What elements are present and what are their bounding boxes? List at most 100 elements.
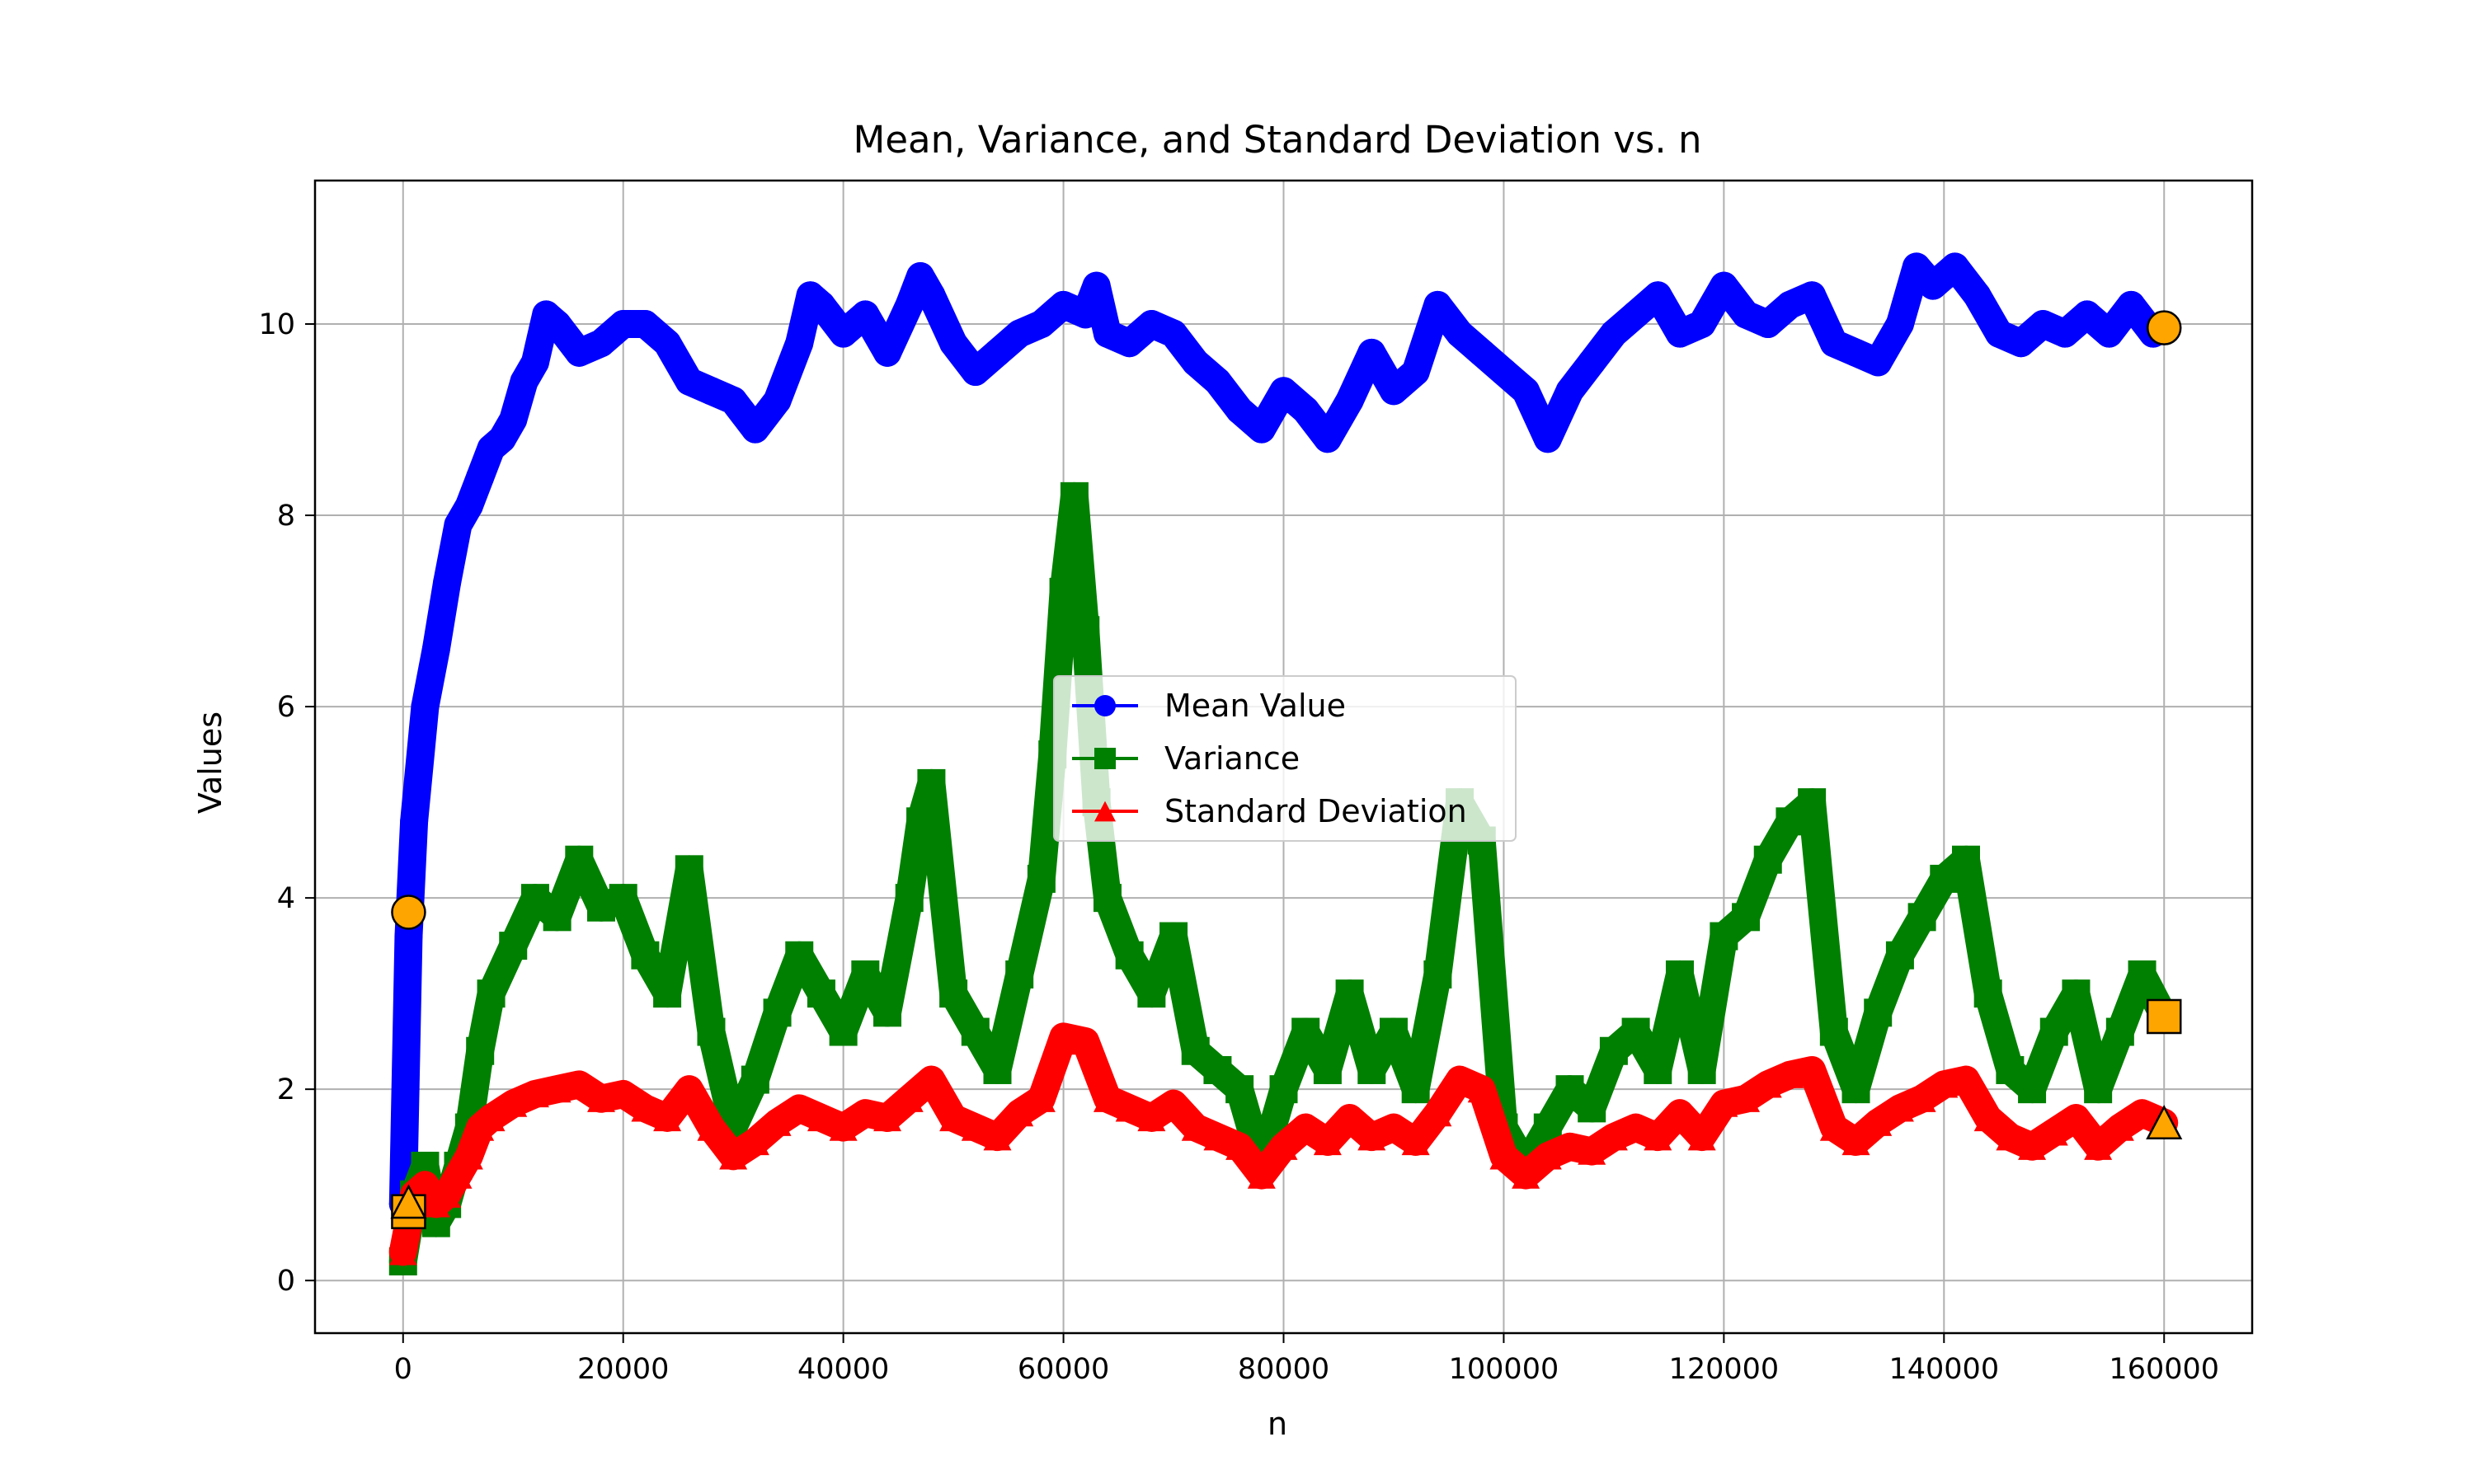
- data-point: [1203, 1124, 1232, 1151]
- data-point: [961, 358, 990, 387]
- data-point: [1071, 300, 1100, 329]
- data-point: [1423, 960, 1452, 989]
- data-point: [1115, 941, 1144, 970]
- data-point: [1907, 903, 1936, 932]
- data-point: [444, 1162, 473, 1189]
- y-tick-label: 4: [277, 882, 295, 915]
- data-point: [1864, 348, 1893, 377]
- data-point: [2051, 319, 2080, 348]
- data-point: [1159, 319, 1188, 348]
- data-point: [653, 1104, 682, 1132]
- data-point: [1885, 310, 1914, 339]
- x-tick-label: 20000: [577, 1353, 669, 1386]
- data-point: [1864, 998, 1893, 1027]
- data-point: [454, 1143, 483, 1170]
- data-point: [1798, 1056, 1827, 1084]
- legend-item: Standard Deviation: [1072, 793, 1467, 829]
- data-point: [1082, 271, 1111, 300]
- y-tick-label: 10: [258, 308, 295, 341]
- data-point: [520, 1080, 549, 1108]
- data-point: [1533, 1143, 1562, 1170]
- data-point: [1401, 1075, 1430, 1104]
- data-point: [1357, 1055, 1386, 1084]
- data-point: [829, 1017, 858, 1046]
- data-point: [388, 1238, 417, 1266]
- data-point: [1578, 1138, 1606, 1165]
- data-point: [1599, 319, 1628, 348]
- data-point: [741, 415, 769, 444]
- data-point: [1027, 310, 1056, 339]
- data-point: [1951, 845, 1980, 874]
- x-axis: 0 20000 40000 60000 80000 100000 120000 140000 1…: [394, 1333, 2219, 1386]
- legend-label: Variance: [1164, 740, 1300, 777]
- data-point: [400, 807, 429, 836]
- data-point: [499, 1090, 528, 1117]
- data-point: [1269, 377, 1298, 406]
- data-point: [1489, 1143, 1518, 1170]
- data-point: [466, 463, 495, 491]
- data-point: [1291, 396, 1320, 425]
- data-point: [1665, 960, 1694, 989]
- data-point: [609, 884, 637, 913]
- data-point: [1137, 979, 1166, 1008]
- data-point: [675, 367, 703, 396]
- data-point: [565, 1071, 594, 1098]
- data-point: [983, 1124, 1012, 1151]
- data-point: [873, 338, 902, 367]
- data-point: [1159, 1090, 1188, 1117]
- data-point: [1710, 271, 1738, 300]
- data-point: [895, 290, 924, 319]
- data-point: [2084, 1075, 2113, 1104]
- data-point: [1115, 1095, 1144, 1122]
- data-point: [433, 568, 462, 597]
- data-point: [807, 979, 835, 1008]
- y-axis-label: Values: [192, 711, 228, 814]
- highlighted-point: [2146, 310, 2182, 345]
- data-point: [1644, 1124, 1672, 1151]
- data-point: [807, 290, 835, 319]
- data-point: [895, 884, 924, 913]
- data-point: [1446, 1066, 1475, 1093]
- data-point: [2128, 960, 2157, 989]
- data-point: [2029, 310, 2058, 339]
- data-point: [1710, 1090, 1738, 1117]
- data-point: [1555, 1133, 1584, 1160]
- data-point: [1379, 377, 1408, 406]
- data-point: [609, 1080, 637, 1108]
- legend-label: Standard Deviation: [1164, 793, 1467, 829]
- data-point: [1137, 1104, 1166, 1132]
- highlighted-point: [391, 895, 426, 930]
- data-point: [917, 281, 946, 310]
- data-point: [1093, 1085, 1122, 1112]
- data-point: [851, 1100, 880, 1127]
- data-point: [1841, 1128, 1870, 1156]
- data-point: [1973, 1104, 2002, 1132]
- x-tick-label: 60000: [1018, 1353, 1109, 1386]
- data-point: [2095, 319, 2124, 348]
- data-point: [1930, 1071, 1959, 1098]
- data-point: [1732, 903, 1761, 932]
- data-point: [454, 491, 483, 520]
- data-point: [785, 941, 814, 970]
- data-point: [1864, 1109, 1893, 1136]
- data-point: [1902, 252, 1931, 281]
- data-point: [763, 998, 792, 1027]
- data-point: [939, 1104, 968, 1132]
- data-point: [763, 1109, 792, 1136]
- data-point: [1093, 319, 1122, 348]
- data-point: [2006, 329, 2035, 358]
- data-point: [1181, 1114, 1210, 1141]
- data-point: [1027, 864, 1056, 893]
- data-point: [1687, 1055, 1716, 1084]
- data-point: [1203, 367, 1232, 396]
- data-point: [1687, 310, 1716, 339]
- data-point: [1665, 1100, 1694, 1127]
- data-point: [1798, 788, 1827, 817]
- series-variance: [388, 481, 2179, 1275]
- y-tick-label: 6: [277, 691, 295, 724]
- data-point: [1732, 1085, 1761, 1112]
- data-point: [1446, 319, 1475, 348]
- data-point: [1687, 1124, 1716, 1151]
- data-point: [741, 1128, 769, 1156]
